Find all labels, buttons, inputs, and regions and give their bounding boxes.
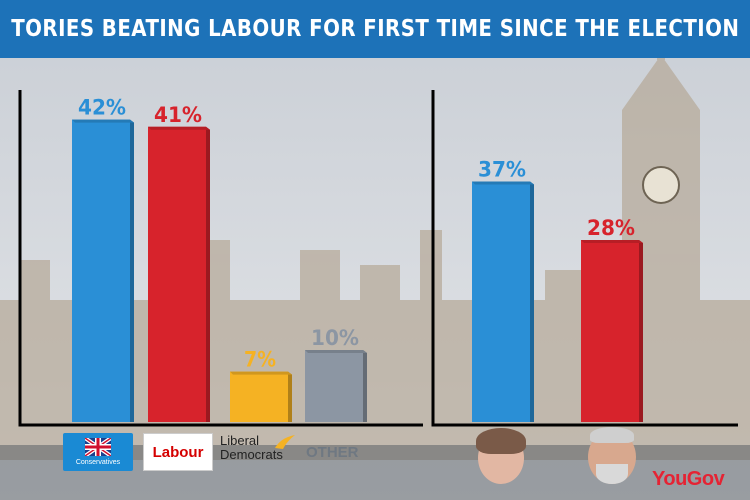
party-bar-side-1 — [206, 126, 210, 423]
party-bar-side-3 — [363, 350, 367, 422]
leader-bar-1 — [581, 240, 639, 422]
union-jack-icon — [85, 438, 111, 456]
party-bar-top-3 — [305, 350, 367, 353]
party-bar-side-0 — [130, 119, 134, 422]
libdem-line1: Liberal — [220, 433, 260, 448]
leader-chart-axes — [431, 90, 738, 427]
may-hair — [476, 428, 526, 454]
party-bar-top-1 — [148, 126, 210, 130]
party-bar-top-0 — [72, 119, 134, 123]
theresa-may-photo — [476, 428, 526, 484]
party-value-label-2: 7% — [244, 348, 276, 372]
jeremy-corbyn-photo — [588, 427, 636, 484]
party-value-label-3: 10% — [311, 326, 359, 350]
conservatives-logo: Conservatives — [63, 433, 133, 471]
leader-value-label-1: 28% — [587, 216, 635, 240]
headline-banner: TORIES BEATING LABOUR FOR FIRST TIME SIN… — [0, 0, 750, 58]
labour-logo: Labour — [143, 433, 213, 471]
corbyn-hair — [590, 427, 634, 443]
libdem-line2: Democrats — [220, 447, 283, 462]
yougov-logo: YouGov — [652, 468, 725, 490]
leader-bars: 37% 28% — [472, 158, 643, 422]
party-bars: 42% 41% 7% 10% — [72, 96, 367, 423]
party-bar-0 — [72, 119, 130, 422]
party-value-label-1: 41% — [154, 103, 202, 127]
leader-value-label-0: 37% — [478, 158, 526, 182]
liberal-democrats-logo: Liberal Democrats — [220, 434, 300, 472]
party-bar-side-2 — [288, 371, 292, 422]
conservatives-caption: Conservatives — [75, 459, 121, 466]
party-value-label-0: 42% — [78, 96, 126, 120]
other-label: OTHER — [306, 444, 359, 461]
corbyn-beard — [596, 464, 628, 484]
leader-bar-0 — [472, 181, 530, 422]
headline-title: TORIES BEATING LABOUR FOR FIRST TIME SIN… — [10, 16, 740, 42]
party-bar-top-2 — [230, 371, 292, 375]
leader-bar-top-1 — [581, 240, 643, 243]
party-bar-2 — [230, 371, 288, 422]
leader-bar-side-1 — [639, 240, 643, 422]
leader-bar-top-0 — [472, 181, 534, 185]
leader-bar-side-0 — [530, 181, 534, 422]
party-bar-1 — [148, 126, 206, 423]
party-chart-axes — [18, 90, 423, 427]
libdem-bird-icon — [275, 435, 295, 449]
party-bar-3 — [305, 350, 363, 422]
labour-logo-text: Labour — [152, 443, 204, 461]
